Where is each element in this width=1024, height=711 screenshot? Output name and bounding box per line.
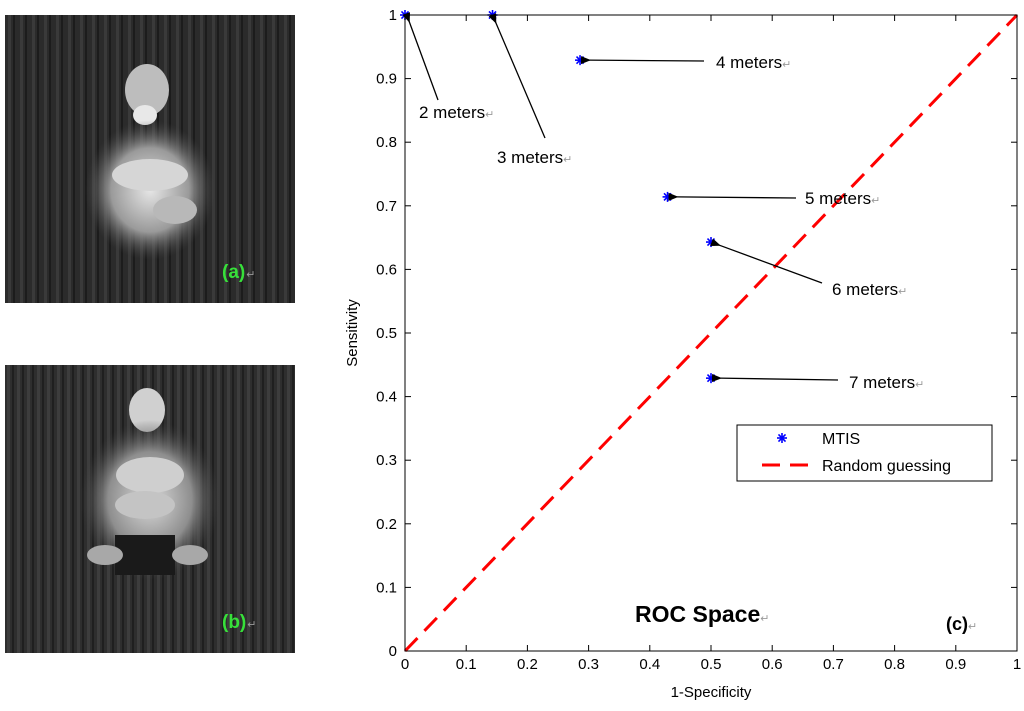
thermal-image-b [5, 365, 295, 653]
x-tick-label: 0.2 [517, 656, 538, 673]
y-tick-label: 0.1 [376, 579, 397, 596]
x-tick-label: 0.5 [701, 656, 722, 673]
annotation-label: 6 meters↵ [832, 280, 907, 299]
chart-title: ROC Space↵ [635, 601, 769, 627]
y-tick-label: 0.2 [376, 516, 397, 533]
y-tick-label: 0.4 [376, 389, 397, 406]
annotation-label: 3 meters↵ [497, 148, 572, 167]
y-tick-label: 0.6 [376, 261, 397, 278]
panel-label-c: (c)↵ [946, 614, 977, 634]
y-tick-label: 0 [389, 643, 397, 660]
annotation-label: 5 meters↵ [805, 189, 880, 208]
x-tick-label: 0.4 [639, 656, 660, 673]
annotation-label: 4 meters↵ [716, 53, 791, 72]
x-tick-label: 1 [1013, 656, 1021, 673]
y-tick-label: 0.5 [376, 325, 397, 342]
random-guessing-line [403, 13, 1019, 653]
mtis-point [662, 191, 673, 202]
panel-label-a: (a)↵ [222, 262, 256, 283]
annotation-label: 7 meters↵ [849, 373, 924, 392]
legend-mtis-marker [777, 433, 787, 443]
x-tick-label: 0.6 [762, 656, 783, 673]
point-annotations: 2 meters↵ 3 meters↵ 4 meters↵ 5 meters↵ 6 me… [402, 12, 924, 392]
legend-random-label: Random guessing [822, 458, 951, 475]
annotation-arrow [581, 56, 705, 65]
legend-box [736, 424, 993, 482]
y-tick-label: 0.8 [376, 134, 397, 151]
x-tick-label: 0.8 [884, 656, 905, 673]
x-tick-label: 0.9 [945, 656, 966, 673]
y-tick-label: 1 [389, 7, 397, 24]
legend-mtis-label: MTIS [822, 431, 860, 448]
panel-label-b: (b)↵ [222, 612, 257, 633]
mtis-point [706, 237, 716, 248]
legend: MTIS Random guessing [736, 424, 993, 482]
annotation-arrow [488, 13, 546, 139]
mtis-point [706, 373, 716, 384]
x-axis-label: 1-Specificity [671, 684, 752, 701]
annotation-arrow [711, 374, 839, 383]
x-tick-label: 0.1 [456, 656, 477, 673]
plot-frame [404, 14, 1018, 652]
y-axis-label: Sensitivity [344, 299, 361, 367]
plot-area [405, 15, 1017, 651]
mtis-point [575, 55, 586, 66]
y-tick-label: 0.3 [376, 452, 397, 469]
x-tick-label: 0 [401, 656, 409, 673]
x-tick-label: 0.3 [578, 656, 599, 673]
annotation-label: 2 meters↵ [419, 103, 494, 122]
axis-ticks: 0 0.1 0.2 0.3 0.4 0.5 0.6 0.7 0.8 0.9 1 0 0.1 0.2 0.3 0… [376, 7, 1021, 673]
thermal-image-a [5, 15, 295, 303]
annotation-arrow [710, 238, 823, 284]
annotation-arrow [402, 12, 439, 101]
x-tick-label: 0.7 [823, 656, 844, 673]
y-tick-label: 0.9 [376, 71, 397, 88]
annotation-arrow [668, 192, 797, 201]
y-tick-label: 0.7 [376, 198, 397, 215]
